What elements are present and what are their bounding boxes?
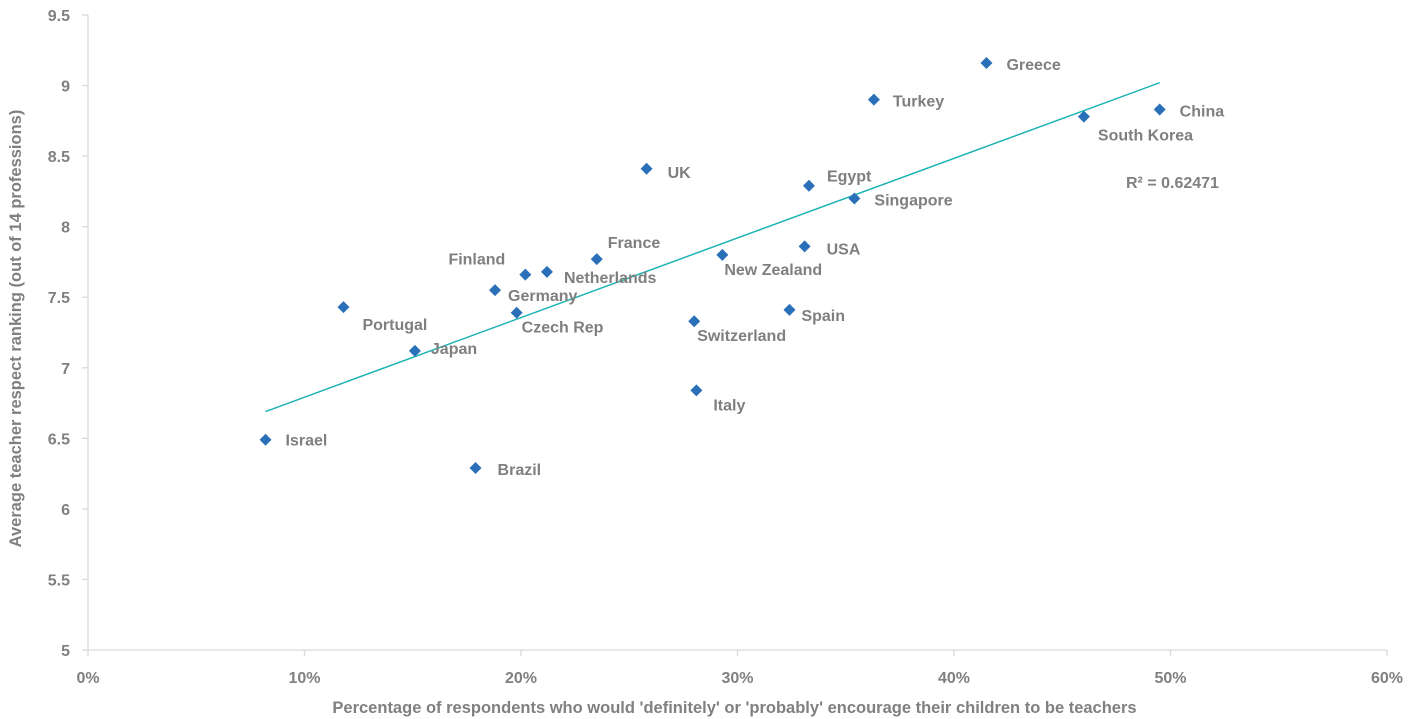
label-japan: Japan — [431, 341, 477, 358]
label-turkey: Turkey — [893, 94, 944, 111]
label-south-korea: South Korea — [1098, 128, 1193, 145]
point-south-korea — [1077, 110, 1090, 123]
point-turkey — [867, 93, 880, 106]
x-tick-label: 0% — [76, 670, 99, 687]
label-brazil: Brazil — [498, 462, 542, 479]
point-switzerland — [688, 315, 701, 328]
label-switzerland: Switzerland — [697, 328, 786, 345]
y-tick-label: 8 — [61, 220, 70, 237]
point-egypt — [802, 179, 815, 192]
point-uk — [640, 162, 653, 175]
point-usa — [798, 240, 811, 253]
x-tick-label: 30% — [721, 670, 753, 687]
label-china: China — [1180, 104, 1225, 121]
point-spain — [783, 303, 796, 316]
label-czech-rep: Czech Rep — [522, 320, 604, 337]
r-squared-label: R² = 0.62471 — [1126, 175, 1219, 192]
label-usa: USA — [827, 241, 861, 258]
label-greece: Greece — [1006, 57, 1060, 74]
label-france: France — [608, 235, 661, 252]
data-points — [259, 56, 1166, 474]
label-spain: Spain — [801, 308, 845, 325]
label-uk: UK — [668, 165, 692, 182]
label-portugal: Portugal — [362, 317, 427, 334]
y-tick-label: 5.5 — [48, 572, 70, 589]
point-germany — [489, 284, 502, 297]
point-new-zealand — [716, 248, 729, 261]
label-egypt: Egypt — [827, 169, 872, 186]
x-tick-label: 20% — [505, 670, 537, 687]
y-tick-label: 6.5 — [48, 431, 70, 448]
point-china — [1153, 103, 1166, 116]
x-tick-label: 50% — [1154, 670, 1186, 687]
label-israel: Israel — [286, 433, 328, 450]
label-italy: Italy — [713, 397, 745, 414]
point-czech-rep — [510, 306, 523, 319]
x-tick-label: 60% — [1371, 670, 1403, 687]
trendline-group — [265, 82, 1160, 413]
y-tick-label: 7.5 — [48, 290, 70, 307]
point-japan — [408, 344, 421, 357]
point-netherlands — [540, 265, 553, 278]
point-france — [590, 253, 603, 266]
point-brazil — [469, 461, 482, 474]
y-tick-label: 8.5 — [48, 149, 70, 166]
point-portugal — [337, 301, 350, 314]
y-tick-label: 7 — [61, 361, 70, 378]
label-netherlands: Netherlands — [564, 270, 657, 287]
point-singapore — [848, 192, 861, 205]
label-new-zealand: New Zealand — [724, 262, 822, 279]
point-israel — [259, 433, 272, 446]
trendline — [265, 82, 1160, 413]
label-singapore: Singapore — [874, 192, 952, 209]
y-tick-label: 5 — [61, 643, 70, 660]
point-greece — [980, 56, 993, 69]
label-germany: Germany — [508, 288, 577, 305]
x-tick-label: 40% — [938, 670, 970, 687]
y-axis-title: Average teacher respect ranking (out of … — [7, 110, 25, 548]
y-tick-label: 9 — [61, 79, 70, 96]
y-tick-label: 9.5 — [48, 8, 70, 25]
y-tick-label: 6 — [61, 502, 70, 519]
x-tick-label: 10% — [288, 670, 320, 687]
label-finland: Finland — [448, 252, 505, 269]
x-axis-title: Percentage of respondents who would 'def… — [332, 699, 1136, 717]
point-italy — [690, 384, 703, 397]
axes: 5 5.5 6 6.5 7 7.5 8 8.5 9 9.5 0% 10% 20% 30% 40% 50% 60% — [48, 8, 1403, 687]
point-finland — [519, 268, 532, 281]
